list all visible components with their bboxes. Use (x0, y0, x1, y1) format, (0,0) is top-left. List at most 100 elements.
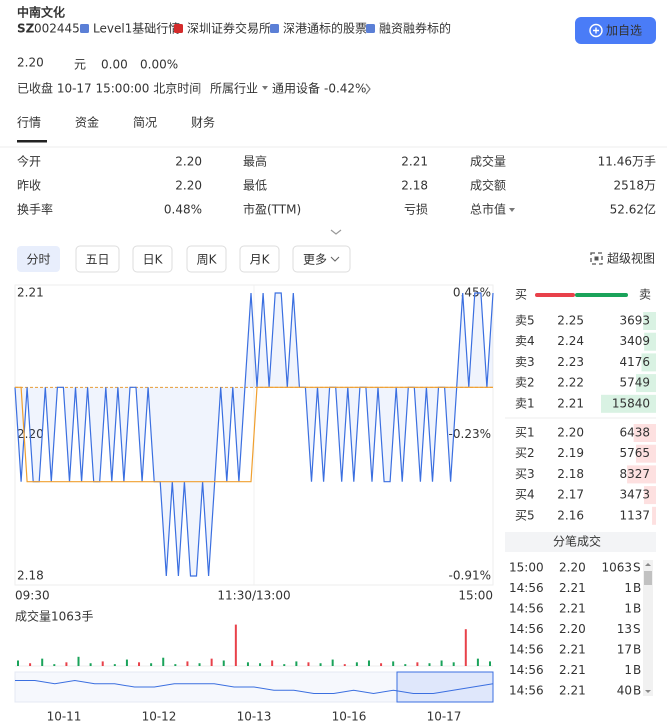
volume-bar (29, 663, 32, 666)
book-price: 2.17 (557, 488, 584, 502)
book-price: 2.23 (557, 355, 584, 369)
period-label: 更多 (303, 253, 327, 267)
trade-volume: 1063 (601, 561, 632, 575)
trades-header-bg (505, 532, 656, 552)
volume-bar (53, 664, 56, 666)
book-price: 2.22 (557, 376, 584, 390)
add-watchlist-button[interactable] (575, 17, 656, 44)
period-button[interactable] (186, 245, 227, 273)
period-button[interactable] (75, 245, 120, 273)
scroll-up[interactable] (645, 563, 651, 566)
date-label: 10-17 (427, 710, 462, 724)
y2-tick-label: 0.45% (453, 286, 491, 300)
industry: 通用设备 (272, 82, 320, 96)
stat-label: 今开 (17, 154, 41, 169)
trade-price: 2.20 (559, 561, 586, 575)
stat-value: 2.18 (401, 179, 428, 193)
market: SZ (17, 22, 35, 36)
mini-line (15, 679, 494, 695)
book-price: 2.21 (557, 396, 584, 410)
change-pct: 0.00% (140, 58, 178, 72)
period-label: 周K (197, 253, 218, 267)
trades-title: 分笔成交 (553, 534, 601, 549)
book-volume: 3693 (619, 314, 650, 328)
x-tick-label: 11:30/13:00 (217, 589, 290, 603)
trade-time: 15:00 (509, 561, 544, 575)
stock-code: 002445 (34, 22, 80, 36)
x-tick-label: 09:30 (15, 589, 50, 603)
scrollbar-track[interactable] (643, 560, 653, 696)
depth-bar (644, 332, 656, 351)
trade-time: 14:56 (509, 684, 544, 698)
volume-bar (367, 660, 370, 666)
volume-bar (222, 660, 225, 666)
trade-price: 2.21 (559, 643, 586, 657)
trade-price: 2.21 (559, 581, 586, 595)
stat-value: 亏损 (404, 203, 428, 217)
volume-bar (186, 661, 189, 666)
stat-label: 最低 (243, 179, 267, 193)
trade-volume: 1 (624, 602, 632, 616)
volume-label: 成交量1063手 (15, 609, 94, 624)
tag: 深港通标的股票 (283, 21, 367, 36)
volume-bar (428, 663, 431, 666)
volume-bar (283, 664, 286, 666)
trade-price: 2.21 (559, 602, 586, 616)
depth-bar (635, 444, 656, 463)
volume-bar (380, 663, 383, 666)
price-unit: 元 (74, 58, 86, 72)
book-volume: 3473 (619, 488, 650, 502)
depth-bar (601, 394, 656, 413)
trade-price: 2.20 (559, 622, 586, 636)
book-price: 2.24 (557, 334, 584, 348)
depth-bar (643, 312, 656, 330)
book-volume: 5765 (619, 446, 650, 460)
period-label: 五日 (85, 253, 109, 267)
date-label: 10-12 (142, 710, 177, 724)
tag: Level1基础行情 (93, 22, 180, 36)
period-button[interactable] (17, 246, 60, 272)
period-button[interactable] (132, 245, 173, 273)
x-tick-label: 15:00 (458, 589, 493, 603)
book-label: 卖4 (515, 334, 535, 348)
scroll-down[interactable] (645, 690, 651, 693)
scrollbar-thumb[interactable] (644, 571, 652, 585)
period-button[interactable] (292, 245, 351, 273)
period-label: 日K (143, 253, 164, 267)
industry-label: 所属行业 (210, 82, 258, 96)
book-price: 2.18 (557, 467, 584, 481)
volume-bar (101, 661, 104, 666)
trade-price: 2.21 (559, 684, 586, 698)
book-volume: 5749 (619, 376, 650, 390)
plus-icon (589, 23, 603, 38)
book-sell: 卖 (639, 288, 651, 302)
price: 2.20 (17, 56, 44, 70)
volume-bar (416, 662, 419, 666)
book-label: 买2 (515, 446, 535, 460)
tag-icon (270, 24, 279, 33)
stat-value: 52.62亿 (610, 202, 656, 217)
book-label: 买3 (515, 467, 535, 481)
page-cover (505, 697, 656, 725)
chevron (365, 83, 371, 95)
volume-bar (259, 663, 262, 666)
tab: 资金 (75, 115, 99, 130)
trade-volume: 13 (617, 622, 632, 636)
period-button[interactable] (239, 245, 280, 273)
stat-label: 总市值 (470, 202, 506, 217)
trade-time: 14:56 (509, 602, 544, 616)
volume-bar (210, 658, 213, 666)
trade-time: 14:56 (509, 643, 544, 657)
super-view-icon[interactable] (590, 252, 603, 265)
volume-bar (65, 662, 68, 666)
book-volume: 15840 (612, 396, 650, 410)
period-label: 分时 (26, 253, 50, 267)
stat-value: 2.21 (401, 155, 428, 169)
volume-bar (150, 663, 153, 666)
stat-label: 最高 (243, 154, 267, 169)
book-volume: 3409 (619, 334, 650, 348)
period-label: 月K (250, 253, 271, 267)
volume-bar (440, 660, 443, 666)
stat-label: 市盈(TTM) (243, 202, 301, 217)
